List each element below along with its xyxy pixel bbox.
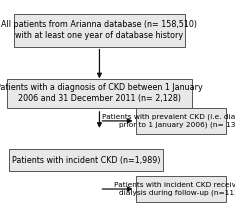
Text: Patients with prevalent CKD (i.e. diagnosis
prior to 1 January 2006) (n= 139): Patients with prevalent CKD (i.e. diagno… bbox=[102, 114, 235, 128]
Text: Patients with incident CKD receiving
dialysis during follow-up (n=112): Patients with incident CKD receiving dia… bbox=[114, 182, 235, 196]
FancyBboxPatch shape bbox=[9, 149, 163, 172]
Text: All patients from Arianna database (n= 158,510)
with at least one year of databa: All patients from Arianna database (n= 1… bbox=[1, 20, 197, 40]
FancyBboxPatch shape bbox=[7, 79, 192, 108]
FancyBboxPatch shape bbox=[136, 108, 226, 134]
Text: Patients with incident CKD (n=1,989): Patients with incident CKD (n=1,989) bbox=[12, 156, 160, 165]
FancyBboxPatch shape bbox=[14, 14, 185, 47]
Text: Patients with a diagnosis of CKD between 1 January
2006 and 31 December 2011 (n=: Patients with a diagnosis of CKD between… bbox=[0, 83, 203, 103]
FancyBboxPatch shape bbox=[136, 176, 226, 203]
